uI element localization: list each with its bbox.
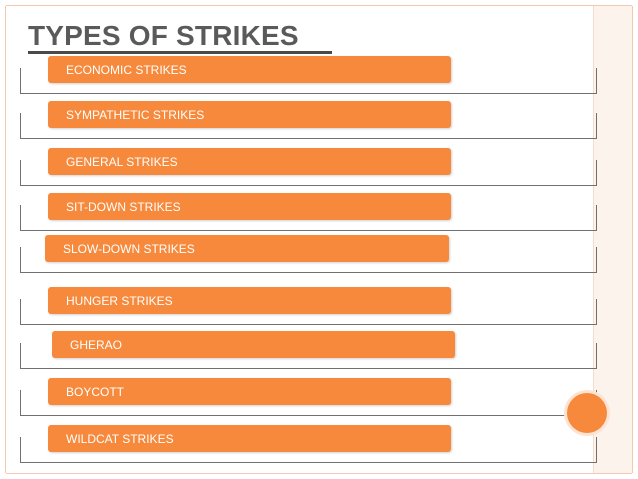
item-label: BOYCOTT <box>66 385 125 399</box>
title-underline <box>28 51 332 54</box>
frame-left-line <box>5 6 6 473</box>
item-bar: SLOW-DOWN STRIKES <box>45 235 449 262</box>
item-bar: HUNGER STRIKES <box>48 287 451 314</box>
item-bracket <box>20 299 597 325</box>
item-bar: SYMPATHETIC STRIKES <box>48 101 451 128</box>
item-label: GHERAO <box>70 338 123 352</box>
list-item: HUNGER STRIKES <box>0 287 638 327</box>
item-bar: GHERAO <box>52 331 455 358</box>
list-item: GENERAL STRIKES <box>0 148 638 188</box>
list-item: SIT-DOWN STRIKES <box>0 193 638 233</box>
item-bar: BOYCOTT <box>48 378 451 405</box>
item-bracket <box>20 247 597 273</box>
list-item: BOYCOTT <box>0 378 638 418</box>
item-bar: WILDCAT STRIKES <box>48 425 451 452</box>
item-bracket <box>20 160 597 186</box>
item-bracket <box>20 205 597 231</box>
item-label: ECONOMIC STRIKES <box>66 63 187 77</box>
item-bracket <box>20 68 597 94</box>
item-bar: ECONOMIC STRIKES <box>48 56 451 83</box>
list-item: SLOW-DOWN STRIKES <box>0 235 638 275</box>
list-item: WILDCAT STRIKES <box>0 425 638 465</box>
list-item: GHERAO <box>0 331 638 371</box>
slide-title: TYPES OF STRIKES <box>28 20 299 51</box>
item-label: HUNGER STRIKES <box>66 294 173 308</box>
item-bar: SIT-DOWN STRIKES <box>48 193 451 220</box>
decorative-circle <box>567 393 607 433</box>
frame-top-line <box>6 5 632 6</box>
item-label: WILDCAT STRIKES <box>66 432 174 446</box>
frame-bottom-line <box>6 473 632 474</box>
item-label: SLOW-DOWN STRIKES <box>63 242 195 256</box>
list-item: SYMPATHETIC STRIKES <box>0 101 638 141</box>
item-label: SIT-DOWN STRIKES <box>66 200 181 214</box>
frame-right-line <box>632 6 633 473</box>
item-label: SYMPATHETIC STRIKES <box>66 108 205 122</box>
item-bar: GENERAL STRIKES <box>48 148 451 175</box>
item-label: GENERAL STRIKES <box>66 155 178 169</box>
item-bracket <box>20 343 597 369</box>
decorative-side-panel <box>593 6 632 473</box>
list-item: ECONOMIC STRIKES <box>0 56 638 96</box>
item-bracket <box>20 437 597 463</box>
item-bracket <box>20 113 597 139</box>
